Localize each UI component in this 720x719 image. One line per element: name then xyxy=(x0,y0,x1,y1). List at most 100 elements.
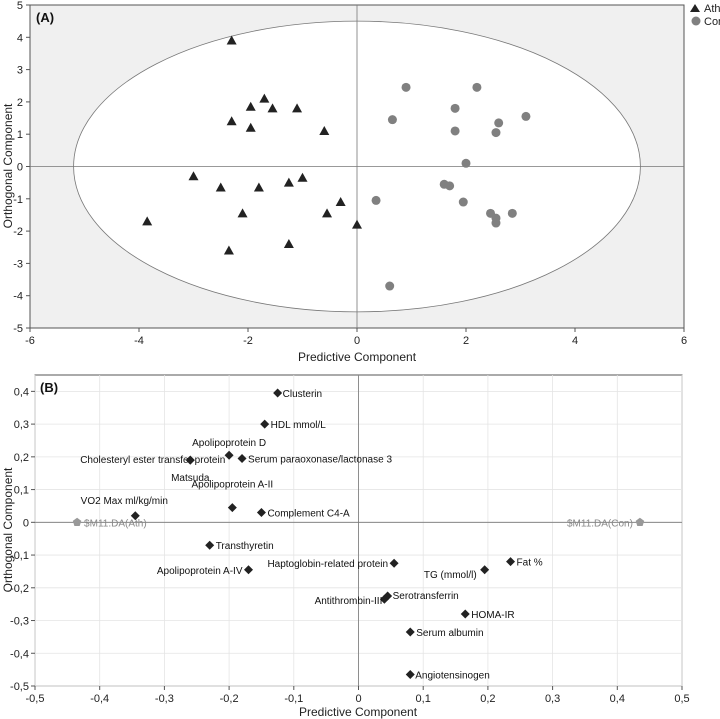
class-loading-label: $M11.DA(Con) xyxy=(567,518,633,529)
x-tick-label: 0,1 xyxy=(416,693,431,705)
legend-ath-marker xyxy=(690,4,700,12)
loading-marker xyxy=(185,455,195,465)
panel-b: -0,5 -0,4 -0,3 -0,2 -0,1 0 0,1 0,2 0,3 0,4 0,5 0,4… xyxy=(1,374,690,719)
y-tick-label: 0 xyxy=(17,162,23,174)
y-tick-label: 0,1 xyxy=(14,485,29,497)
legend-ath-label: Ath xyxy=(704,3,720,15)
y-tick-label: 0,4 xyxy=(14,386,29,398)
loading-label: Serum paraoxonase/lactonase 3 xyxy=(248,454,392,465)
class-loading-label: $M11.DA(Ath) xyxy=(84,518,147,529)
point-con xyxy=(491,218,501,228)
x-tick-label: 0 xyxy=(355,693,361,705)
panel-a-label: (A) xyxy=(36,10,54,25)
point-ath xyxy=(319,125,330,135)
point-ath xyxy=(283,177,294,187)
point-ath xyxy=(335,197,346,207)
y-tick-label: -5 xyxy=(13,323,23,335)
legend-con-marker xyxy=(691,16,701,26)
y-tick-label: -0,5 xyxy=(10,681,29,693)
class-loading-marker xyxy=(635,517,645,526)
point-ath xyxy=(223,245,234,255)
point-con xyxy=(387,115,397,125)
y-tick-label: -0,4 xyxy=(10,648,29,660)
panel-a-x-ticks: -6 -4 -2 0 2 4 6 xyxy=(25,328,687,347)
point-ath xyxy=(226,35,237,45)
y-tick-label: -1 xyxy=(13,194,23,206)
point-ath xyxy=(142,216,153,226)
x-tick-label: 0,3 xyxy=(545,693,560,705)
loading-label: Clusterin xyxy=(283,389,322,400)
point-ath xyxy=(297,172,308,182)
y-tick-label: 0,2 xyxy=(14,452,29,464)
loading-marker xyxy=(224,450,234,460)
loading-label: Antithrombin-III xyxy=(315,596,383,607)
point-con xyxy=(401,82,411,92)
y-tick-label: 2 xyxy=(17,97,23,109)
point-con xyxy=(461,158,471,168)
point-con xyxy=(450,126,460,136)
y-tick-label: 4 xyxy=(17,32,23,44)
y-tick-label: -3 xyxy=(13,258,23,270)
x-tick-label: -0,3 xyxy=(155,693,174,705)
loading-marker xyxy=(227,503,237,513)
loading-label: Apolipoprotein D xyxy=(192,438,266,449)
panel-b-x-axis-label: Predictive Component xyxy=(299,705,418,719)
point-con xyxy=(494,118,504,128)
panel-a-points xyxy=(142,35,531,291)
point-ath xyxy=(352,219,362,229)
loading-label: TG (mmol/l) xyxy=(424,570,477,581)
loading-label: Apolipoprotein A-II xyxy=(191,480,273,491)
panel-a-y-ticks: -5 -4 -3 -2 -1 0 1 2 3 4 5 xyxy=(13,0,30,335)
point-ath xyxy=(245,122,256,132)
point-ath xyxy=(283,239,294,249)
loading-marker xyxy=(506,557,516,567)
point-ath xyxy=(245,101,256,111)
loading-marker xyxy=(130,511,140,521)
loading-label: HOMA-IR xyxy=(471,610,514,621)
loading-marker xyxy=(237,453,247,463)
panel-b-x-ticks: -0,5 -0,4 -0,3 -0,2 -0,1 0 0,1 0,2 0,3 0,4 0,5 xyxy=(26,686,690,705)
loading-marker xyxy=(244,565,254,575)
point-ath xyxy=(237,208,248,218)
y-tick-label: 1 xyxy=(17,129,23,141)
point-ath xyxy=(292,103,303,113)
loading-marker xyxy=(379,594,389,604)
loading-marker xyxy=(405,670,415,680)
y-tick-label: -4 xyxy=(13,291,23,303)
loading-label: Matsuda xyxy=(171,473,210,484)
point-con xyxy=(472,82,482,92)
x-tick-label: -2 xyxy=(243,335,253,347)
x-tick-label: 0,2 xyxy=(480,693,495,705)
loading-label: Transthyretin xyxy=(216,541,274,552)
point-con xyxy=(385,281,395,291)
point-ath xyxy=(267,103,278,113)
x-tick-label: -0,1 xyxy=(284,693,303,705)
loading-label: Complement C4-A xyxy=(267,508,350,519)
point-con xyxy=(371,195,381,205)
loading-label: Cholesteryl ester transfer protein xyxy=(80,455,225,466)
x-tick-label: 4 xyxy=(572,335,578,347)
loading-marker xyxy=(273,388,283,398)
y-tick-label: 0 xyxy=(23,517,29,529)
panel-a-legend: Ath Con xyxy=(690,3,720,28)
point-con xyxy=(507,208,517,218)
loading-marker xyxy=(256,507,266,517)
loading-label: VO2 Max ml/kg/min xyxy=(81,496,168,507)
x-tick-label: -0,5 xyxy=(26,693,45,705)
point-ath xyxy=(322,208,333,218)
loading-marker xyxy=(405,627,415,637)
y-tick-label: 5 xyxy=(17,0,23,12)
x-tick-label: 0 xyxy=(354,335,360,347)
loading-marker xyxy=(389,558,399,568)
x-tick-label: -0,2 xyxy=(220,693,239,705)
point-ath xyxy=(215,182,226,192)
y-tick-label: -2 xyxy=(13,226,23,238)
point-ath xyxy=(226,116,237,126)
point-con xyxy=(450,103,460,113)
class-loading-marker xyxy=(72,517,82,526)
loading-marker xyxy=(460,609,470,619)
panel-b-y-axis-label: Orthogonal Component xyxy=(1,467,15,592)
loading-label: Serotransferrin xyxy=(393,591,459,602)
point-con xyxy=(521,111,531,121)
